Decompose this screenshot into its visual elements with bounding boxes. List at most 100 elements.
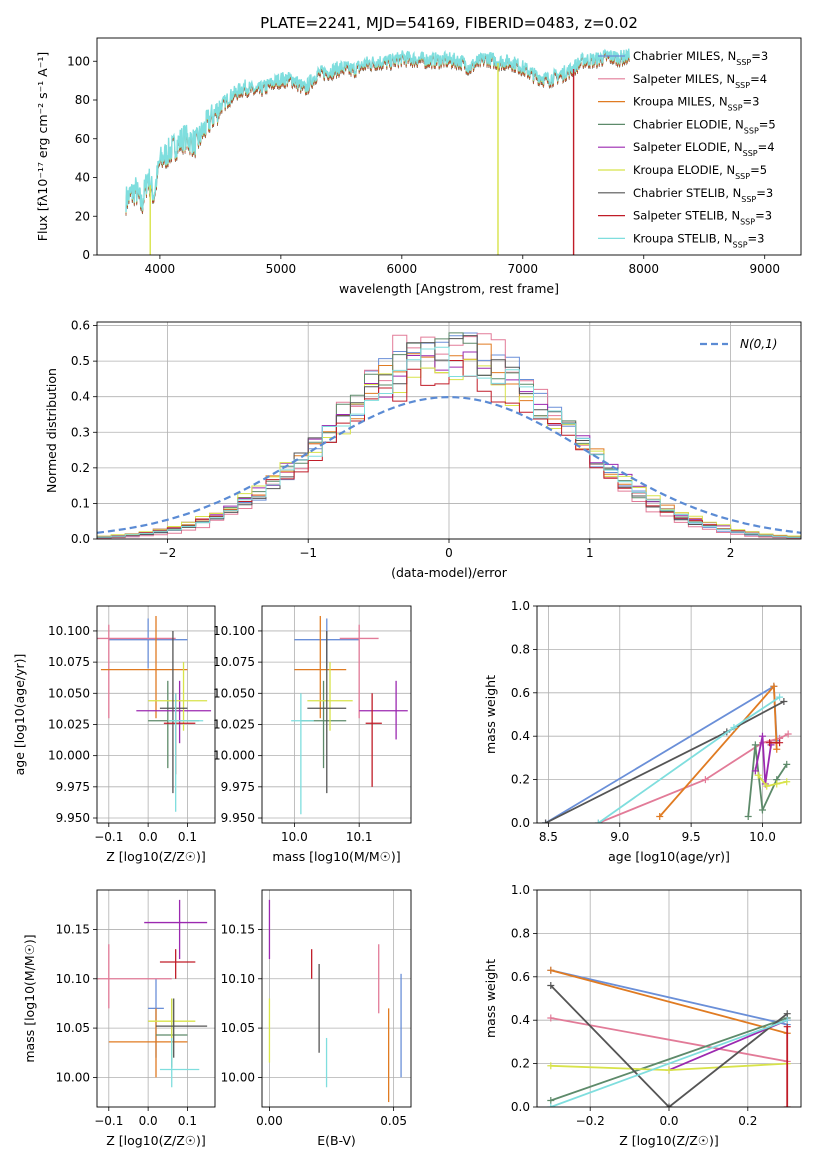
residuals-legend-label: N(0,1) — [740, 337, 777, 351]
weight-vs-Z-ytick-label: 0.8 — [511, 926, 530, 940]
residuals-frame — [96, 321, 802, 540]
age-vs-Z-ytick-label: 10.000 — [48, 749, 90, 763]
spectrum-overlay: 4000 5000 6000 7000 8000 9000 0 20 40 60 80 100 wave… — [35, 37, 802, 296]
mass-vs-Z-plot — [97, 899, 208, 1088]
age-vs-Z-frame — [96, 605, 216, 824]
weight-vs-Z-line — [550, 1019, 788, 1107]
weight-vs-Z-line — [550, 969, 788, 1035]
legend-subscript: SSP — [740, 217, 755, 226]
weight-vs-Z-xtick-label: −0.2 — [576, 1114, 605, 1128]
weight-vs-age-line — [757, 774, 787, 788]
legend-value: =3 — [751, 49, 768, 63]
mass-vs-ebv-xtick-label: 0.05 — [380, 1114, 407, 1128]
age-vs-Z-plot — [97, 615, 212, 812]
weight-vs-Z-grid — [537, 889, 801, 1108]
mass-vs-ebv-panel: 0.00 0.05 10.00 10.05 10.10 10.15 E(B-V) — [221, 889, 412, 1148]
histogram-kroupa-stelib — [97, 346, 801, 538]
age-vs-Z-errorbar — [148, 662, 208, 731]
weight-vs-age-ytick-label: 0.2 — [511, 773, 530, 787]
age-vs-mass-ytick-label: 10.050 — [213, 686, 255, 700]
age-vs-mass-xtick-label: 10.0 — [281, 830, 308, 844]
age-vs-mass-grid — [262, 606, 411, 823]
weight-vs-age-panel: 8.5 9.0 9.5 10.0 0.0 0.2 0.4 0.6 0.8 1.0 age [log1… — [483, 599, 802, 864]
mass-vs-Z-ytick-label: 10.15 — [56, 922, 90, 936]
weight-vs-age-line — [545, 700, 785, 823]
mass-vs-Z-xtick-label: 0.0 — [139, 1114, 158, 1128]
weight-vs-age-xtick-label: 10.0 — [749, 830, 776, 844]
spectrum-plot — [125, 48, 630, 255]
weight-vs-age-xlabel: age [log10(age/yr)] — [608, 849, 730, 864]
legend-entry: Kroupa STELIB, NSSP=3 — [633, 231, 764, 249]
spectrum-frame — [96, 37, 802, 256]
weight-vs-Z-ytick-label: 0.6 — [511, 970, 530, 984]
age-vs-mass-xlabel: mass [log10(M/M☉)] — [272, 849, 400, 864]
legend-entry: Kroupa ELODIE, NSSP=5 — [633, 163, 767, 181]
weight-vs-Z-xtick-label: 0.2 — [738, 1114, 757, 1128]
mass-vs-Z-ytick-label: 10.00 — [56, 1070, 90, 1084]
age-vs-Z-ytick-label: 10.100 — [48, 624, 90, 638]
weight-vs-Z-marker — [547, 1014, 555, 1022]
legend-value: =4 — [750, 72, 767, 86]
spectrum-xtick-label: 9000 — [749, 262, 780, 276]
age-vs-mass-frame — [261, 605, 412, 824]
mass-vs-ebv-overlay: 0.00 0.05 10.00 10.05 10.10 10.15 E(B-V) — [221, 889, 412, 1148]
age-vs-mass-ytick-label: 10.025 — [213, 717, 255, 731]
weight-vs-age-marker — [783, 778, 791, 786]
mass-vs-Z-errorbar — [97, 944, 172, 1009]
age-vs-Z-ytick-label: 10.075 — [48, 655, 90, 669]
weight-vs-Z-marker — [665, 1103, 673, 1107]
mass-vs-ebv-plot — [268, 899, 402, 1103]
spectrum-xtick-label: 6000 — [387, 262, 418, 276]
weight-vs-Z-marker — [783, 1010, 791, 1018]
weight-vs-age-ytick-label: 0.4 — [511, 729, 530, 743]
mass-vs-Z-errorbar — [159, 949, 196, 979]
weight-vs-age-marker — [763, 782, 771, 790]
spectrum-xtick-label: 5000 — [266, 262, 297, 276]
residuals-ytick-label: 0.1 — [71, 496, 90, 510]
residuals-panel: −2 −1 0 1 2 0.0 0.1 0.2 0.3 0.4 0.5 0.6 (data-model)… — [44, 319, 802, 580]
residuals-ytick-label: 0.3 — [71, 425, 90, 439]
age-vs-Z-ytick-label: 10.050 — [48, 686, 90, 700]
weight-vs-Z-overlay: −0.2 0.0 0.2 0.0 0.2 0.4 0.6 0.8 1.0 Z [log10(Z/Z… — [483, 883, 802, 1148]
spectrum-ytick-label: 60 — [75, 132, 90, 146]
mass-vs-Z-panel: −0.1 0.0 0.1 10.00 10.05 10.10 10.15 Z [log10(Z… — [22, 889, 216, 1148]
weight-vs-age-marker — [776, 693, 784, 701]
weight-vs-Z-ylabel: mass weight — [483, 959, 498, 1038]
age-vs-Z-ylabel: age [log10(age/yr)] — [12, 654, 27, 776]
mass-vs-ebv-frame — [261, 889, 412, 1108]
spectrum-ytick-label: 80 — [75, 93, 90, 107]
legend-value: =3 — [756, 186, 773, 200]
mass-vs-Z-errorbar — [144, 899, 208, 960]
spectrum-ytick-label: 0 — [82, 248, 90, 262]
mass-vs-Z-xlabel: Z [log10(Z/Z☉)] — [106, 1133, 206, 1148]
age-vs-mass-plot — [291, 615, 408, 815]
weight-vs-Z-marker — [783, 1103, 791, 1107]
weight-vs-age-xtick-label: 8.5 — [539, 830, 558, 844]
age-vs-mass-ytick-label: 10.000 — [213, 749, 255, 763]
residuals-xlabel: (data-model)/error — [391, 565, 508, 580]
weight-vs-age-marker — [542, 819, 550, 823]
mass-vs-ebv-xlabel: E(B-V) — [317, 1133, 356, 1148]
age-vs-mass-panel: 10.0 10.1 9.950 9.975 10.000 10.025 10.050 10.0… — [213, 605, 412, 864]
weight-vs-age-marker — [656, 812, 664, 820]
weight-vs-age-ytick-label: 0.8 — [511, 642, 530, 656]
weight-vs-Z-ytick-label: 0.2 — [511, 1057, 530, 1071]
residuals-xtick-label: −1 — [299, 546, 317, 560]
legend-subscript: SSP — [728, 103, 743, 112]
spectrum-xtick-label: 8000 — [628, 262, 659, 276]
panels: 4000 5000 6000 7000 8000 9000020406080100wave… — [12, 37, 802, 1148]
legend-entry: Kroupa MILES, NSSP=3 — [633, 95, 759, 113]
weight-vs-Z-line — [550, 984, 788, 1107]
spectrum-panel: 4000 5000 6000 7000 8000 9000 0 20 40 60 80 100 wave… — [35, 37, 802, 296]
age-vs-Z-grid — [97, 606, 215, 823]
weight-vs-age-plot — [542, 682, 792, 823]
mass-vs-Z-frame — [96, 889, 216, 1108]
residuals-plot — [97, 332, 801, 539]
mass-vs-ebv-ytick-label: 10.10 — [221, 972, 255, 986]
normal-curve — [97, 395, 801, 534]
age-vs-mass-ytick-label: 9.950 — [221, 811, 255, 825]
spectrum-ytick-label: 100 — [67, 54, 90, 68]
legend-entry: Salpeter STELIB, NSSP=3 — [633, 209, 772, 227]
age-vs-mass-errorbar — [365, 693, 382, 787]
legend-value: =3 — [748, 231, 765, 245]
